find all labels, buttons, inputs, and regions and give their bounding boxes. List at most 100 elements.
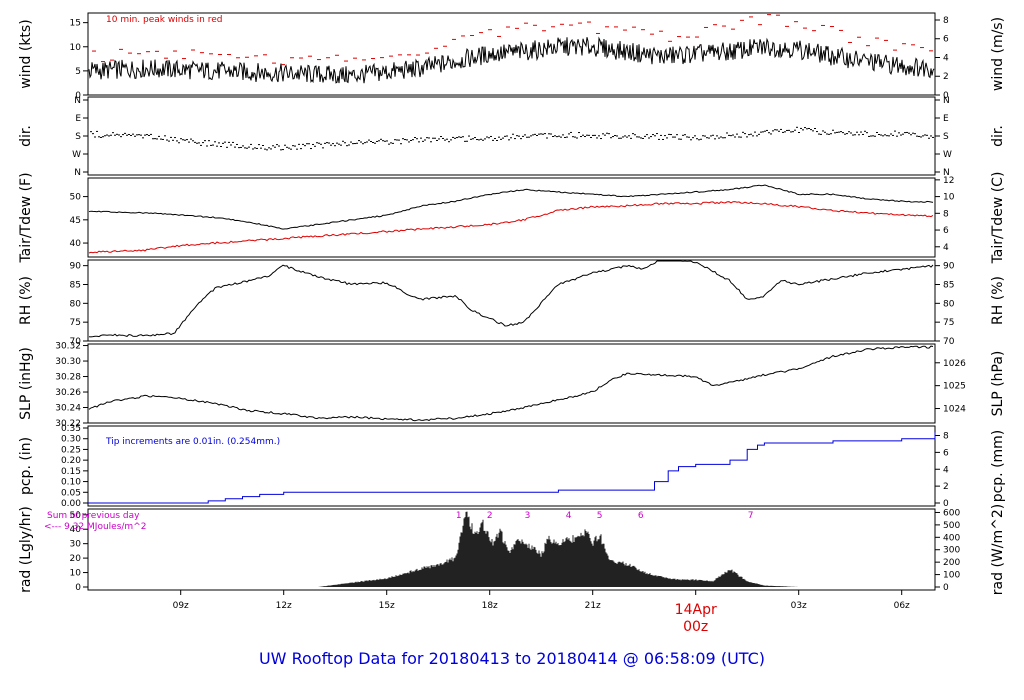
rh-left-tick-2: 80 [70,299,82,309]
x-tick-label-09z: 09z [173,601,189,611]
pcp-right-tick-0: 0 [943,499,949,509]
rad-left-tick-1: 10 [70,569,82,579]
rad-marker-2: 2 [487,511,493,521]
dir-right-tick-0: N [943,168,950,178]
x-tick-label-06z: 06z [894,601,910,611]
rad-marker-3: 3 [525,511,531,521]
pcp-left-tick-4: 0.20 [61,456,81,466]
pcp-left-tick-5: 0.25 [61,445,81,455]
wind-right-tick-2: 4 [943,53,949,63]
rh-left-tick-1: 75 [70,318,81,328]
x-tick-label-21z: 21z [585,601,601,611]
rad-left-tick-2: 20 [70,554,82,564]
dir-left-tick-0: N [74,168,81,178]
dir-left-tick-1: W [72,150,81,160]
rad-right-tick-4: 400 [943,533,960,543]
pcp-left-tick-1: 0.05 [61,488,81,498]
rh-left-tick-3: 85 [70,280,81,290]
temp-right-tick-3: 10 [943,193,955,203]
x-tick-label-03z: 03z [791,601,807,611]
temp-left-axis-title: Tair/Tdew (F) [18,172,34,263]
temp-right-tick-4: 12 [943,176,954,186]
rh-left-tick-4: 90 [70,262,82,272]
dir-right-tick-4: N [943,96,950,106]
dir-left-tick-3: E [75,114,81,124]
pcp-right-tick-1: 2 [943,482,949,492]
temp-plot-frame [87,177,936,258]
rad-left-tick-3: 30 [70,540,82,550]
slp-right-tick-0: 1024 [943,405,966,415]
wind-right-axis-title: wind (m/s) [990,17,1006,91]
rh-right-tick-1: 75 [943,318,954,328]
temp-right-tick-0: 4 [943,243,949,253]
wind-left-tick-0: 0 [75,91,81,101]
wind-annotation: 10 min. peak winds in red [106,15,223,25]
pcp-annotation: Tip increments are 0.01in. (0.254mm.) [105,437,280,447]
slp-left-axis-title: SLP (inHg) [18,347,34,420]
rad-right-tick-6: 600 [943,508,960,518]
slp-plot-frame [87,343,936,424]
rad-right-tick-5: 500 [943,521,960,531]
slp-left-tick-3: 30.28 [55,373,81,383]
wind-left-tick-1: 5 [75,67,81,77]
pcp-right-tick-2: 4 [943,465,949,475]
dir-plot-frame [87,96,936,176]
rad-marker-1: 1 [456,511,462,521]
rad-right-tick-3: 300 [943,546,960,556]
temp-left-tick-2: 50 [70,193,82,203]
rad-right-tick-2: 200 [943,558,960,568]
rad-marker-4: 4 [566,511,572,521]
pcp-plot-frame [87,425,936,507]
rad-right-tick-0: 0 [943,583,949,593]
dir-right-axis-title: dir. [990,125,1006,147]
temp-right-tick-1: 6 [943,226,949,236]
rh-right-tick-0: 70 [943,337,955,347]
rad-marker-6: 6 [638,511,644,521]
humidity-panel: 70 75 80 85 90 70 75 80 85 90 RH (%) RH (%) [18,259,1006,347]
rh-line [88,260,934,338]
temp-right-axis-title: Tair/Tdew (C) [990,172,1006,265]
rh-right-tick-4: 90 [943,262,955,272]
pcp-left-tick-3: 0.15 [61,467,81,477]
temp-left-tick-1: 45 [70,216,81,226]
dir-left-axis-title: dir. [18,125,34,147]
rad-left-axis-title: rad (Lgly/hr) [18,506,34,593]
pcp-left-tick-6: 0.30 [61,435,81,445]
dir-right-tick-2: S [943,132,949,142]
precipitation-panel: 0.000.050.100.150.200.250.300.35 0 2 4 6 8 pcp… [18,424,1006,509]
rh-right-axis-title: RH (%) [990,276,1006,325]
rad-right-tick-1: 100 [943,571,960,581]
slp-right-axis-title: SLP (hPa) [990,351,1006,417]
pressure-panel: 30.22 30.24 30.26 30.28 30.30 30.32 1024 1025 10… [18,342,1006,429]
slp-right-tick-2: 1026 [943,359,966,369]
pcp-left-tick-2: 0.10 [61,478,81,488]
wind-speed-line [88,36,935,84]
wind-left-axis-title: wind (kts) [18,19,34,88]
wind-right-tick-1: 2 [943,72,949,82]
temp-left-tick-0: 40 [70,239,82,249]
dir-right-tick-3: E [943,114,949,124]
x-day-hour-label: 00z [683,619,708,635]
temp-right-tick-2: 8 [943,209,949,219]
slp-line [88,345,934,422]
pcp-right-tick-4: 8 [943,432,949,442]
wind-plot-frame [87,12,936,96]
chart-footer-title: UW Rooftop Data for 20180413 to 20180414… [258,649,766,668]
dew-point-line [88,201,934,254]
rad-marker-7: 7 [748,511,754,521]
temperature-panel: 40 45 50 4 6 8 10 12 Tair/Tdew (F) Tair/Tdew (C) [18,172,1006,265]
rh-left-axis-title: RH (%) [18,276,34,325]
air-temp-line [88,184,934,230]
rad-right-axis-title: rad (W/m^2) [990,504,1006,595]
wind-right-tick-0: 0 [943,91,949,101]
x-day-label: 14Apr [675,602,717,618]
x-tick-label-15z: 15z [379,601,395,611]
slp-left-tick-4: 30.30 [55,357,81,367]
rad-left-tick-0: 0 [75,583,81,593]
rh-plot-frame [87,259,936,342]
rad-annotation-line1: Sum of previous day [47,511,140,521]
